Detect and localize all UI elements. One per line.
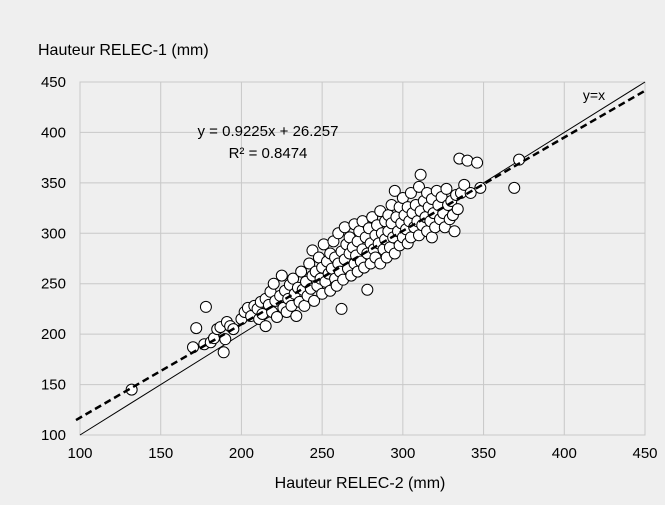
data-point [267,277,280,290]
data-point [388,184,401,197]
x-tick-label: 400 [552,445,577,462]
y-tick-label: 350 [41,175,66,192]
data-point [413,180,425,193]
y-tick-label: 450 [41,74,66,91]
y-tick-label: 250 [41,276,66,293]
data-point [448,225,461,238]
data-point [404,186,417,199]
data-points [125,152,526,396]
data-point [361,283,374,296]
trendline-equation: y = 0.9225x + 26.257 [198,123,339,140]
data-point [474,181,487,194]
data-point [508,181,521,194]
data-point [275,269,288,282]
y-tick-label: 400 [41,124,66,141]
data-point [259,320,272,333]
data-point [335,302,348,315]
data-point [290,309,303,322]
data-point [295,265,308,278]
tick-labels: 100 150 200 250 300 350 400 450 100 150 200 250 300 3… [41,74,658,462]
x-axis-label: Hauteur RELEC-2 (mm) [275,475,446,492]
data-point [308,294,321,307]
x-tick-label: 100 [67,445,92,462]
r-squared-label: R² = 0.8474 [229,145,308,162]
data-point [217,346,230,359]
data-point [303,257,316,270]
data-point [458,178,471,191]
data-point [425,231,438,244]
data-point [461,154,474,167]
y-tick-label: 150 [41,377,66,394]
x-tick-label: 250 [310,445,335,462]
x-tick-label: 300 [390,445,415,462]
data-point [471,156,484,169]
data-point [270,310,283,323]
x-tick-label: 150 [148,445,173,462]
x-tick-label: 200 [229,445,254,462]
x-tick-label: 450 [632,445,657,462]
data-point [414,168,427,181]
y-tick-label: 100 [41,427,66,444]
data-point [451,203,464,216]
identity-line-label: y=x [583,87,605,103]
y-tick-label: 200 [41,326,66,343]
data-point [190,322,203,335]
y-tick-label: 300 [41,225,66,242]
data-point [199,300,212,313]
y-axis-label: Hauteur RELEC-1 (mm) [38,42,209,59]
data-point [287,272,300,285]
data-point [440,182,453,195]
x-tick-label: 350 [471,445,496,462]
